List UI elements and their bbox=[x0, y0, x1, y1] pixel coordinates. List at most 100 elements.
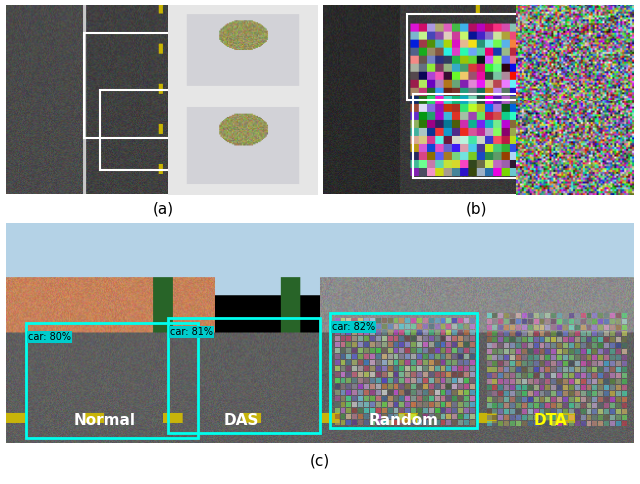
Bar bbox=[84, 33, 239, 138]
Bar bbox=[499, 325, 503, 330]
Bar bbox=[470, 378, 475, 383]
Bar bbox=[381, 348, 387, 353]
Bar bbox=[522, 391, 527, 396]
Bar bbox=[528, 331, 532, 336]
Bar bbox=[499, 343, 503, 348]
Bar bbox=[464, 330, 469, 335]
Bar bbox=[440, 348, 445, 353]
Bar bbox=[534, 403, 538, 408]
Bar bbox=[528, 397, 532, 402]
Bar bbox=[616, 415, 621, 420]
Bar bbox=[381, 408, 387, 413]
Bar bbox=[376, 330, 381, 335]
Bar bbox=[580, 391, 586, 396]
Bar bbox=[353, 360, 357, 365]
Bar bbox=[464, 420, 469, 425]
Bar bbox=[340, 372, 346, 377]
Bar bbox=[423, 342, 428, 347]
Bar bbox=[499, 367, 503, 372]
Bar bbox=[593, 361, 597, 366]
Bar bbox=[522, 343, 527, 348]
Bar bbox=[493, 409, 497, 414]
Bar bbox=[504, 391, 509, 396]
Bar bbox=[447, 330, 451, 335]
Bar bbox=[340, 348, 346, 353]
Bar bbox=[423, 324, 428, 329]
Bar bbox=[551, 319, 556, 324]
Bar bbox=[417, 372, 422, 377]
Bar bbox=[364, 402, 369, 407]
Bar bbox=[522, 349, 527, 354]
Bar bbox=[540, 331, 545, 336]
Bar bbox=[504, 403, 509, 408]
Bar bbox=[429, 354, 434, 359]
Bar bbox=[534, 409, 538, 414]
Bar bbox=[587, 409, 591, 414]
Bar bbox=[405, 402, 410, 407]
Bar bbox=[528, 385, 532, 390]
Bar bbox=[598, 403, 604, 408]
Bar bbox=[569, 349, 574, 354]
Bar bbox=[358, 408, 363, 413]
Bar bbox=[598, 415, 604, 420]
Bar bbox=[335, 378, 340, 383]
Bar bbox=[569, 379, 574, 384]
Bar bbox=[598, 343, 604, 348]
Bar bbox=[388, 408, 392, 413]
Bar bbox=[486, 373, 492, 378]
Bar bbox=[370, 324, 375, 329]
Bar bbox=[580, 331, 586, 336]
Bar bbox=[388, 414, 392, 419]
Bar bbox=[534, 313, 538, 318]
Bar bbox=[100, 91, 218, 170]
Bar bbox=[610, 337, 615, 342]
Bar bbox=[429, 372, 434, 377]
Bar bbox=[376, 336, 381, 341]
Bar bbox=[622, 391, 627, 396]
Bar bbox=[593, 355, 597, 360]
Bar bbox=[522, 319, 527, 324]
Bar bbox=[423, 408, 428, 413]
Bar bbox=[411, 354, 416, 359]
Bar bbox=[545, 361, 550, 366]
Bar bbox=[417, 402, 422, 407]
Bar bbox=[399, 372, 404, 377]
Bar bbox=[388, 396, 392, 401]
Bar bbox=[598, 331, 604, 336]
Bar bbox=[569, 331, 574, 336]
Bar bbox=[551, 397, 556, 402]
Bar bbox=[499, 361, 503, 366]
Bar bbox=[440, 318, 445, 323]
Bar bbox=[452, 366, 457, 371]
Bar bbox=[510, 415, 515, 420]
Bar bbox=[464, 384, 469, 389]
Bar bbox=[346, 402, 351, 407]
Bar bbox=[429, 342, 434, 347]
Bar bbox=[358, 384, 363, 389]
Bar bbox=[335, 396, 340, 401]
Bar bbox=[440, 402, 445, 407]
Bar bbox=[470, 354, 475, 359]
Bar bbox=[376, 414, 381, 419]
Bar bbox=[616, 391, 621, 396]
Bar bbox=[486, 379, 492, 384]
Bar bbox=[435, 330, 440, 335]
Bar bbox=[557, 325, 562, 330]
Bar bbox=[429, 324, 434, 329]
Bar bbox=[388, 366, 392, 371]
Bar bbox=[593, 325, 597, 330]
Bar bbox=[381, 318, 387, 323]
Bar bbox=[429, 336, 434, 341]
Bar bbox=[388, 342, 392, 347]
Bar bbox=[610, 325, 615, 330]
Bar bbox=[551, 361, 556, 366]
Bar bbox=[376, 390, 381, 395]
Bar bbox=[440, 330, 445, 335]
Bar bbox=[364, 324, 369, 329]
Bar bbox=[575, 373, 580, 378]
Bar bbox=[587, 391, 591, 396]
Bar bbox=[616, 373, 621, 378]
Bar bbox=[335, 318, 340, 323]
Bar bbox=[575, 385, 580, 390]
Bar bbox=[551, 379, 556, 384]
